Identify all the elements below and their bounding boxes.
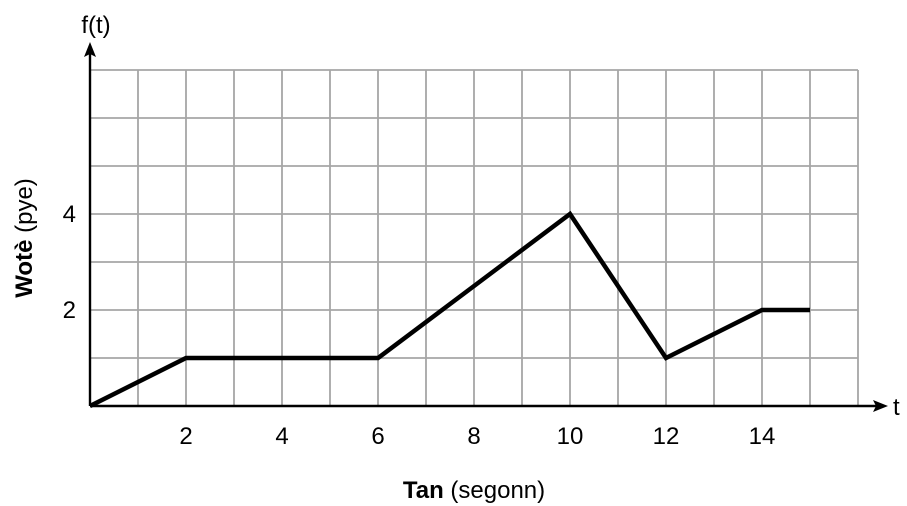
y-axis-label: Wotè (pye) (11, 178, 38, 298)
x-axis-label: Tan (segonn) (403, 477, 545, 504)
x-tick-label: 4 (275, 423, 288, 450)
x-tick-label: 14 (749, 423, 776, 450)
x-tick-label: 10 (557, 423, 584, 450)
series-group (88, 210, 810, 409)
y-axis-label-rest: (pye) (11, 178, 38, 239)
axes (84, 42, 888, 412)
y-tick-label: 2 (63, 297, 76, 324)
x-axis-label-rest: (segonn) (444, 477, 545, 504)
grid (90, 69, 859, 406)
x-axis-arrow (873, 400, 888, 412)
y-axis-arrow (84, 42, 96, 57)
y-axis-symbol: f(t) (81, 12, 110, 39)
tick-labels: 2 4 6 8 10 12 14 2 4 (63, 201, 776, 450)
x-tick-label: 6 (371, 423, 384, 450)
x-axis-label-bold: Tan (403, 477, 444, 504)
x-tick-label: 8 (467, 423, 480, 450)
y-tick-label: 4 (63, 201, 76, 228)
y-axis-label-bold: Wotè (11, 240, 38, 298)
x-tick-label: 12 (653, 423, 680, 450)
series-line-0 (88, 210, 810, 409)
x-tick-label: 2 (179, 423, 192, 450)
x-axis-symbol: t (893, 394, 900, 421)
